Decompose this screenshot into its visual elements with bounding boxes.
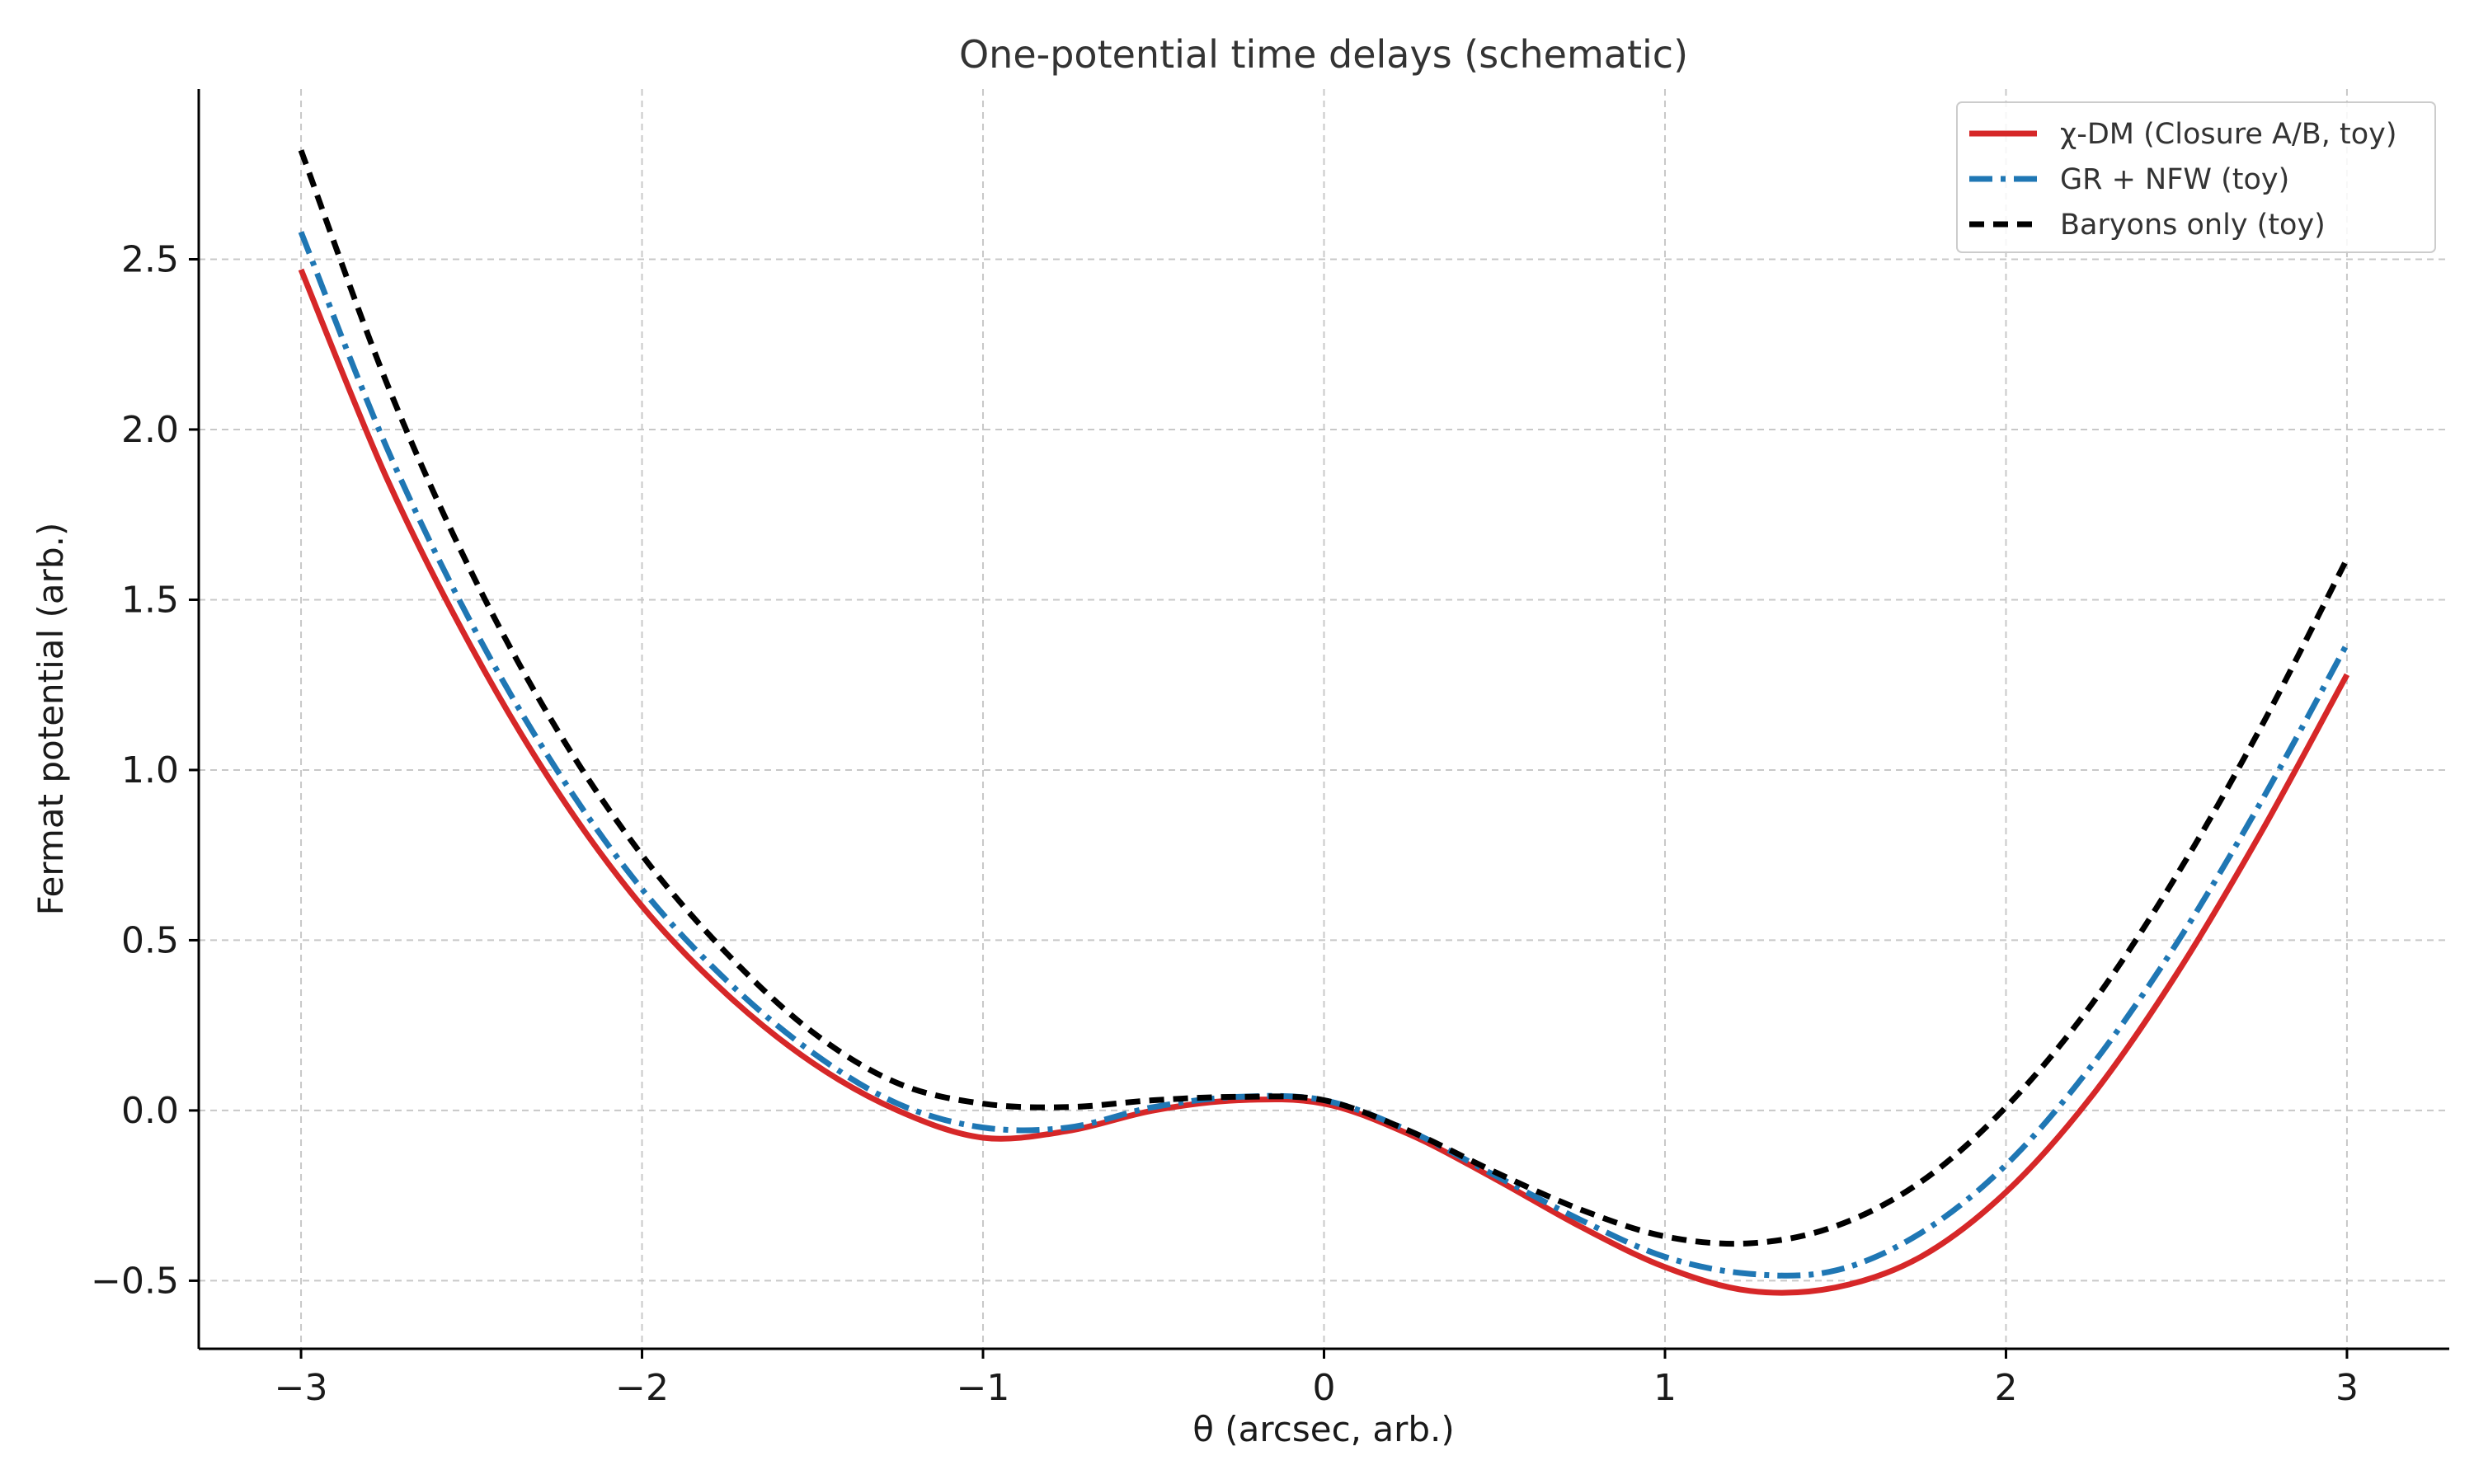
- legend-label-gr-nfw: GR + NFW (toy): [2060, 163, 2289, 196]
- x-tick-label: −1: [957, 1367, 1010, 1409]
- legend-label-baryons-only: Baryons only (toy): [2060, 209, 2326, 242]
- x-axis-ticks: −3 −2 −1 0 1 2 3: [275, 1349, 2359, 1409]
- chart-title: One-potential time delays (schematic): [959, 32, 1688, 77]
- y-tick-label: 0.5: [121, 919, 179, 961]
- y-tick-label: 1.5: [121, 579, 179, 621]
- legend-box: [1956, 101, 2436, 253]
- series-line-baryons-only: [298, 149, 2350, 1247]
- legend-label-chi-dm: χ-DM (Closure A/B, toy): [2060, 118, 2397, 151]
- y-tick-label: 0.0: [121, 1090, 179, 1132]
- series-line-gr-nfw: [298, 231, 2350, 1279]
- x-tick-label: 0: [1313, 1367, 1336, 1409]
- x-axis-label: θ (arcsec, arb.): [1192, 1409, 1455, 1449]
- series-line-chi-dm: [298, 268, 2350, 1296]
- legend: χ-DM (Closure A/B, toy) GR + NFW (toy) Bar…: [1956, 101, 2436, 253]
- series-lines: [298, 149, 2350, 1296]
- x-tick-label: 3: [2335, 1367, 2359, 1409]
- x-tick-label: −3: [275, 1367, 328, 1409]
- y-tick-label: 2.5: [121, 238, 179, 280]
- y-tick-label: 1.0: [121, 749, 179, 791]
- grid-lines: [199, 89, 2449, 1349]
- x-tick-label: −2: [615, 1367, 669, 1409]
- y-axis-label: Fermat potential (arb.): [31, 523, 71, 916]
- x-tick-label: 1: [1653, 1367, 1677, 1409]
- y-tick-label: −0.5: [91, 1260, 179, 1302]
- x-tick-label: 2: [1994, 1367, 2017, 1409]
- y-axis-ticks: −0.5 0.0 0.5 1.0 1.5 2.0 2.5: [91, 238, 199, 1302]
- y-tick-label: 2.0: [121, 409, 179, 451]
